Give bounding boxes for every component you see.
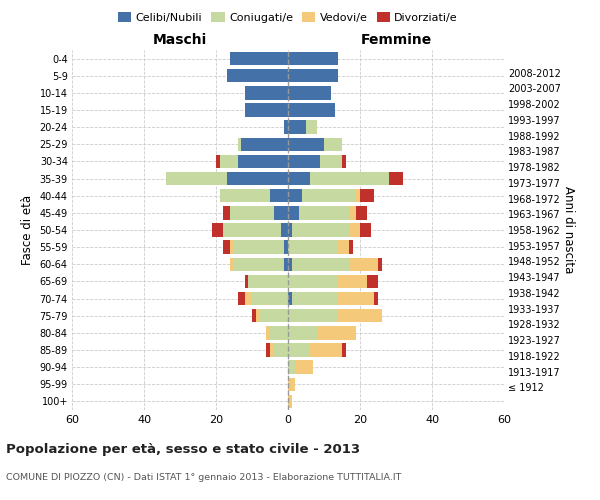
Bar: [349, 224, 360, 236]
Bar: [284, 240, 288, 254]
Bar: [288, 172, 310, 186]
Bar: [338, 274, 367, 288]
Bar: [238, 138, 241, 151]
Bar: [284, 258, 288, 271]
Bar: [220, 189, 270, 202]
Bar: [349, 240, 353, 254]
Bar: [306, 120, 317, 134]
Bar: [288, 104, 335, 117]
Bar: [223, 224, 281, 236]
Bar: [389, 172, 403, 186]
Bar: [360, 224, 371, 236]
Bar: [288, 138, 324, 151]
Bar: [266, 344, 270, 356]
Bar: [299, 206, 349, 220]
Bar: [252, 309, 256, 322]
Bar: [288, 309, 338, 322]
Bar: [234, 240, 284, 254]
Bar: [288, 274, 338, 288]
Bar: [338, 309, 382, 322]
Y-axis label: Anni di nascita: Anni di nascita: [562, 186, 575, 274]
Bar: [245, 274, 248, 288]
Bar: [245, 86, 288, 100]
Bar: [266, 326, 270, 340]
Y-axis label: Fasce di età: Fasce di età: [21, 195, 34, 265]
Bar: [216, 154, 220, 168]
Bar: [252, 292, 288, 306]
Bar: [223, 206, 230, 220]
Bar: [378, 258, 382, 271]
Bar: [288, 394, 292, 408]
Legend: Celibi/Nubili, Coniugati/e, Vedovi/e, Divorziati/e: Celibi/Nubili, Coniugati/e, Vedovi/e, Di…: [113, 8, 463, 28]
Bar: [270, 326, 288, 340]
Bar: [288, 206, 299, 220]
Bar: [310, 172, 389, 186]
Bar: [288, 86, 331, 100]
Bar: [241, 138, 288, 151]
Bar: [238, 292, 245, 306]
Bar: [230, 206, 274, 220]
Bar: [220, 154, 238, 168]
Bar: [288, 326, 317, 340]
Bar: [324, 138, 342, 151]
Bar: [281, 224, 288, 236]
Bar: [256, 309, 259, 322]
Bar: [360, 189, 374, 202]
Bar: [234, 258, 284, 271]
Bar: [292, 224, 349, 236]
Bar: [288, 378, 295, 391]
Bar: [259, 309, 288, 322]
Bar: [349, 258, 378, 271]
Bar: [227, 172, 288, 186]
Text: Maschi: Maschi: [153, 32, 207, 46]
Bar: [288, 258, 292, 271]
Bar: [238, 154, 288, 168]
Bar: [374, 292, 378, 306]
Bar: [230, 258, 234, 271]
Bar: [292, 292, 338, 306]
Bar: [288, 344, 310, 356]
Bar: [230, 240, 234, 254]
Bar: [227, 69, 288, 82]
Bar: [288, 240, 338, 254]
Bar: [274, 344, 288, 356]
Text: COMUNE DI PIOZZO (CN) - Dati ISTAT 1° gennaio 2013 - Elaborazione TUTTITALIA.IT: COMUNE DI PIOZZO (CN) - Dati ISTAT 1° ge…: [6, 472, 401, 482]
Bar: [356, 206, 367, 220]
Bar: [166, 172, 227, 186]
Bar: [288, 154, 320, 168]
Bar: [248, 274, 288, 288]
Bar: [292, 258, 349, 271]
Bar: [320, 154, 342, 168]
Bar: [212, 224, 223, 236]
Text: Popolazione per età, sesso e stato civile - 2013: Popolazione per età, sesso e stato civil…: [6, 442, 360, 456]
Bar: [349, 206, 356, 220]
Bar: [288, 292, 292, 306]
Bar: [288, 189, 302, 202]
Bar: [270, 189, 288, 202]
Bar: [288, 224, 292, 236]
Bar: [338, 240, 349, 254]
Bar: [342, 154, 346, 168]
Bar: [342, 344, 346, 356]
Bar: [338, 292, 374, 306]
Bar: [288, 120, 306, 134]
Bar: [274, 206, 288, 220]
Bar: [245, 292, 252, 306]
Bar: [295, 360, 313, 374]
Bar: [356, 189, 360, 202]
Bar: [230, 52, 288, 66]
Bar: [310, 344, 342, 356]
Bar: [288, 52, 338, 66]
Bar: [245, 104, 288, 117]
Bar: [302, 189, 356, 202]
Bar: [367, 274, 378, 288]
Bar: [288, 360, 295, 374]
Bar: [270, 344, 274, 356]
Text: Femmine: Femmine: [361, 32, 431, 46]
Bar: [288, 69, 338, 82]
Bar: [317, 326, 356, 340]
Bar: [223, 240, 230, 254]
Bar: [284, 120, 288, 134]
